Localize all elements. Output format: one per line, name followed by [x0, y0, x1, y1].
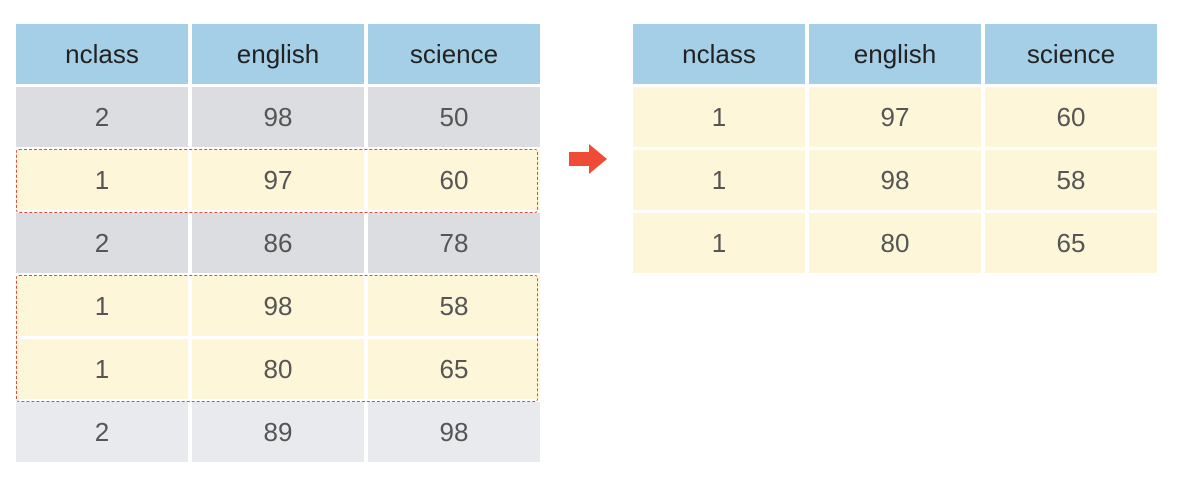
source-table: nclass english science 2 98 50 1 97 60 2…	[16, 24, 540, 462]
table-cell: 86	[192, 213, 364, 273]
right-arrow-icon	[569, 144, 607, 174]
table-cell: 80	[192, 339, 364, 399]
table-cell: 2	[16, 213, 188, 273]
table-cell: 1	[16, 339, 188, 399]
table-cell: 50	[368, 87, 540, 147]
table-cell: 97	[192, 150, 364, 210]
table-cell: 65	[985, 213, 1157, 273]
result-table: nclass english science 1 97 60 1 98 58 1…	[633, 24, 1157, 273]
table-cell: 1	[633, 87, 805, 147]
table-cell: 2	[16, 402, 188, 462]
header-english: english	[809, 24, 981, 84]
table-cell: 65	[368, 339, 540, 399]
table-cell: 98	[809, 150, 981, 210]
table-cell: 1	[633, 213, 805, 273]
table-cell: 78	[368, 213, 540, 273]
header-science: science	[985, 24, 1157, 84]
table-cell: 1	[633, 150, 805, 210]
table-cell: 98	[192, 87, 364, 147]
table-cell: 58	[368, 276, 540, 336]
table-cell: 1	[16, 150, 188, 210]
table-cell: 60	[985, 87, 1157, 147]
header-science: science	[368, 24, 540, 84]
table-cell: 80	[809, 213, 981, 273]
table-cell: 60	[368, 150, 540, 210]
table-cell: 1	[16, 276, 188, 336]
table-cell: 98	[192, 276, 364, 336]
table-cell: 98	[368, 402, 540, 462]
table-cell: 2	[16, 87, 188, 147]
header-english: english	[192, 24, 364, 84]
table-cell: 58	[985, 150, 1157, 210]
table-cell: 97	[809, 87, 981, 147]
header-nclass: nclass	[16, 24, 188, 84]
header-nclass: nclass	[633, 24, 805, 84]
table-cell: 89	[192, 402, 364, 462]
